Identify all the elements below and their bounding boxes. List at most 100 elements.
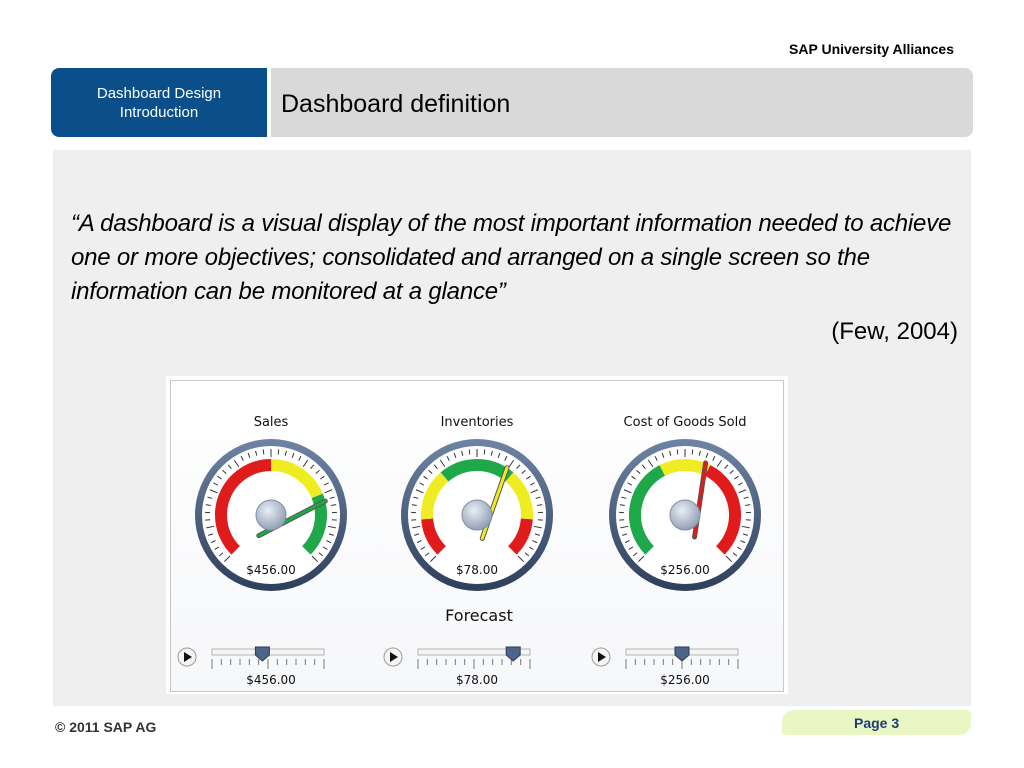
gauge-tick [691, 449, 694, 455]
gauge-tick [621, 496, 627, 499]
gauge-tick [423, 475, 428, 480]
slider-handle[interactable] [505, 646, 521, 662]
gauge-tick [218, 552, 224, 557]
gauge-tick [416, 540, 422, 544]
gauge-tick [497, 452, 501, 458]
slide-header: Dashboard Design Introduction Dashboard … [51, 68, 973, 137]
gauge-tick [740, 540, 746, 544]
gauge-tick [291, 452, 295, 458]
gauge-tick [705, 452, 709, 458]
gauge-tick [725, 555, 733, 563]
gauge-tick [745, 504, 751, 506]
gauge-tick [262, 449, 265, 455]
play-icon[interactable] [598, 652, 606, 662]
gauge-tick [734, 475, 739, 480]
gauge-tick [331, 504, 337, 506]
gauge-value: $456.00 [246, 563, 296, 577]
gauge-tick [413, 496, 419, 499]
quote-citation: (Few, 2004) [831, 318, 958, 345]
gauge-tick [207, 496, 213, 499]
gauge-tick [521, 469, 526, 474]
gauge-tick [468, 449, 471, 455]
dashboard-screenshot: Forecast Sales $456.00 $456.00 Inventories $… [166, 376, 788, 694]
gauge-tick [411, 504, 417, 506]
gauge-tick [737, 482, 743, 486]
slider-handle[interactable] [674, 646, 690, 662]
gauge-tick [628, 546, 634, 550]
gauge-tick [320, 475, 325, 480]
gauge-tick [461, 450, 464, 456]
gauge-band [421, 472, 449, 520]
gauge-tick [624, 540, 630, 544]
gauge-tick [533, 525, 542, 529]
play-icon[interactable] [390, 652, 398, 662]
gauge-tick [453, 452, 457, 458]
gauge-tick [209, 489, 218, 494]
gauge-tick [637, 555, 645, 563]
gauge-tick [233, 459, 240, 468]
gauge-tick [620, 525, 629, 529]
gauge-hub [255, 499, 287, 531]
gauge-tick [327, 525, 336, 529]
quote-line-1: “A dashboard is a visual display of the … [71, 210, 952, 237]
gauge-tick [627, 482, 633, 486]
gauge-tick [530, 489, 539, 494]
gauge-tick [712, 455, 716, 461]
gauge-tick [412, 525, 421, 529]
gauge-tick [736, 546, 742, 550]
gauge-tick [298, 455, 302, 461]
gauge-tick [302, 459, 309, 468]
gauge-tick [738, 489, 747, 494]
gauge-hub [461, 499, 493, 531]
gauge-title: Cost of Goods Sold [624, 415, 747, 430]
gauge-hub [669, 499, 701, 531]
gauge-tick [318, 552, 324, 557]
gauge-tick [222, 469, 227, 474]
slider-value: $78.00 [456, 673, 498, 687]
slide-title: Dashboard definition [281, 90, 511, 118]
gauges-svg: Forecast Sales $456.00 $456.00 Inventories $… [177, 415, 761, 687]
gauge-tick [420, 546, 426, 550]
gauge-tick [742, 533, 748, 536]
page-indicator: Page 3 [782, 710, 971, 735]
gauge-tick [729, 469, 734, 474]
gauge-tick [654, 455, 658, 461]
gauge-tick [324, 489, 333, 494]
gauge-tick [532, 540, 538, 544]
gauge-tick [206, 525, 215, 529]
gauge-tick [641, 464, 646, 469]
gauge-tick [661, 452, 665, 458]
gauge-tick [636, 469, 641, 474]
gauge-tick [223, 555, 231, 563]
gauge-tick [208, 533, 214, 536]
play-icon[interactable] [184, 652, 192, 662]
gauge-band [421, 518, 447, 555]
gauge-tick [311, 555, 319, 563]
gauge-tick [528, 546, 534, 550]
quote-line-2: one or more objectives; consolidated and… [71, 244, 870, 271]
gauge-tick [483, 449, 486, 455]
slider-track[interactable] [417, 648, 531, 656]
gauge-tick [424, 552, 430, 557]
gauge-tick [516, 464, 521, 469]
gauge-tick [322, 546, 328, 550]
section-tab: Dashboard Design Introduction [51, 68, 271, 137]
slider-handle[interactable] [254, 646, 270, 662]
gauge-tick [698, 450, 701, 456]
gauge-band [270, 459, 323, 499]
gauge-tick [315, 469, 320, 474]
gauge-band [505, 472, 533, 520]
gauge-band [659, 459, 711, 476]
gauge-tick [529, 482, 535, 486]
gauge-value: $78.00 [456, 563, 498, 577]
gauge-tick [619, 504, 625, 506]
dashboard-canvas: Forecast Sales $456.00 $456.00 Inventories $… [170, 380, 784, 692]
gauge-tick [517, 555, 525, 563]
gauge-tick [247, 452, 251, 458]
gauge-tick [524, 552, 530, 557]
gauge-tick [504, 455, 508, 461]
gauge-tick [622, 533, 628, 536]
gauge-tick [632, 552, 638, 557]
gauge-tick [490, 450, 493, 456]
gauge-tick [323, 482, 329, 486]
